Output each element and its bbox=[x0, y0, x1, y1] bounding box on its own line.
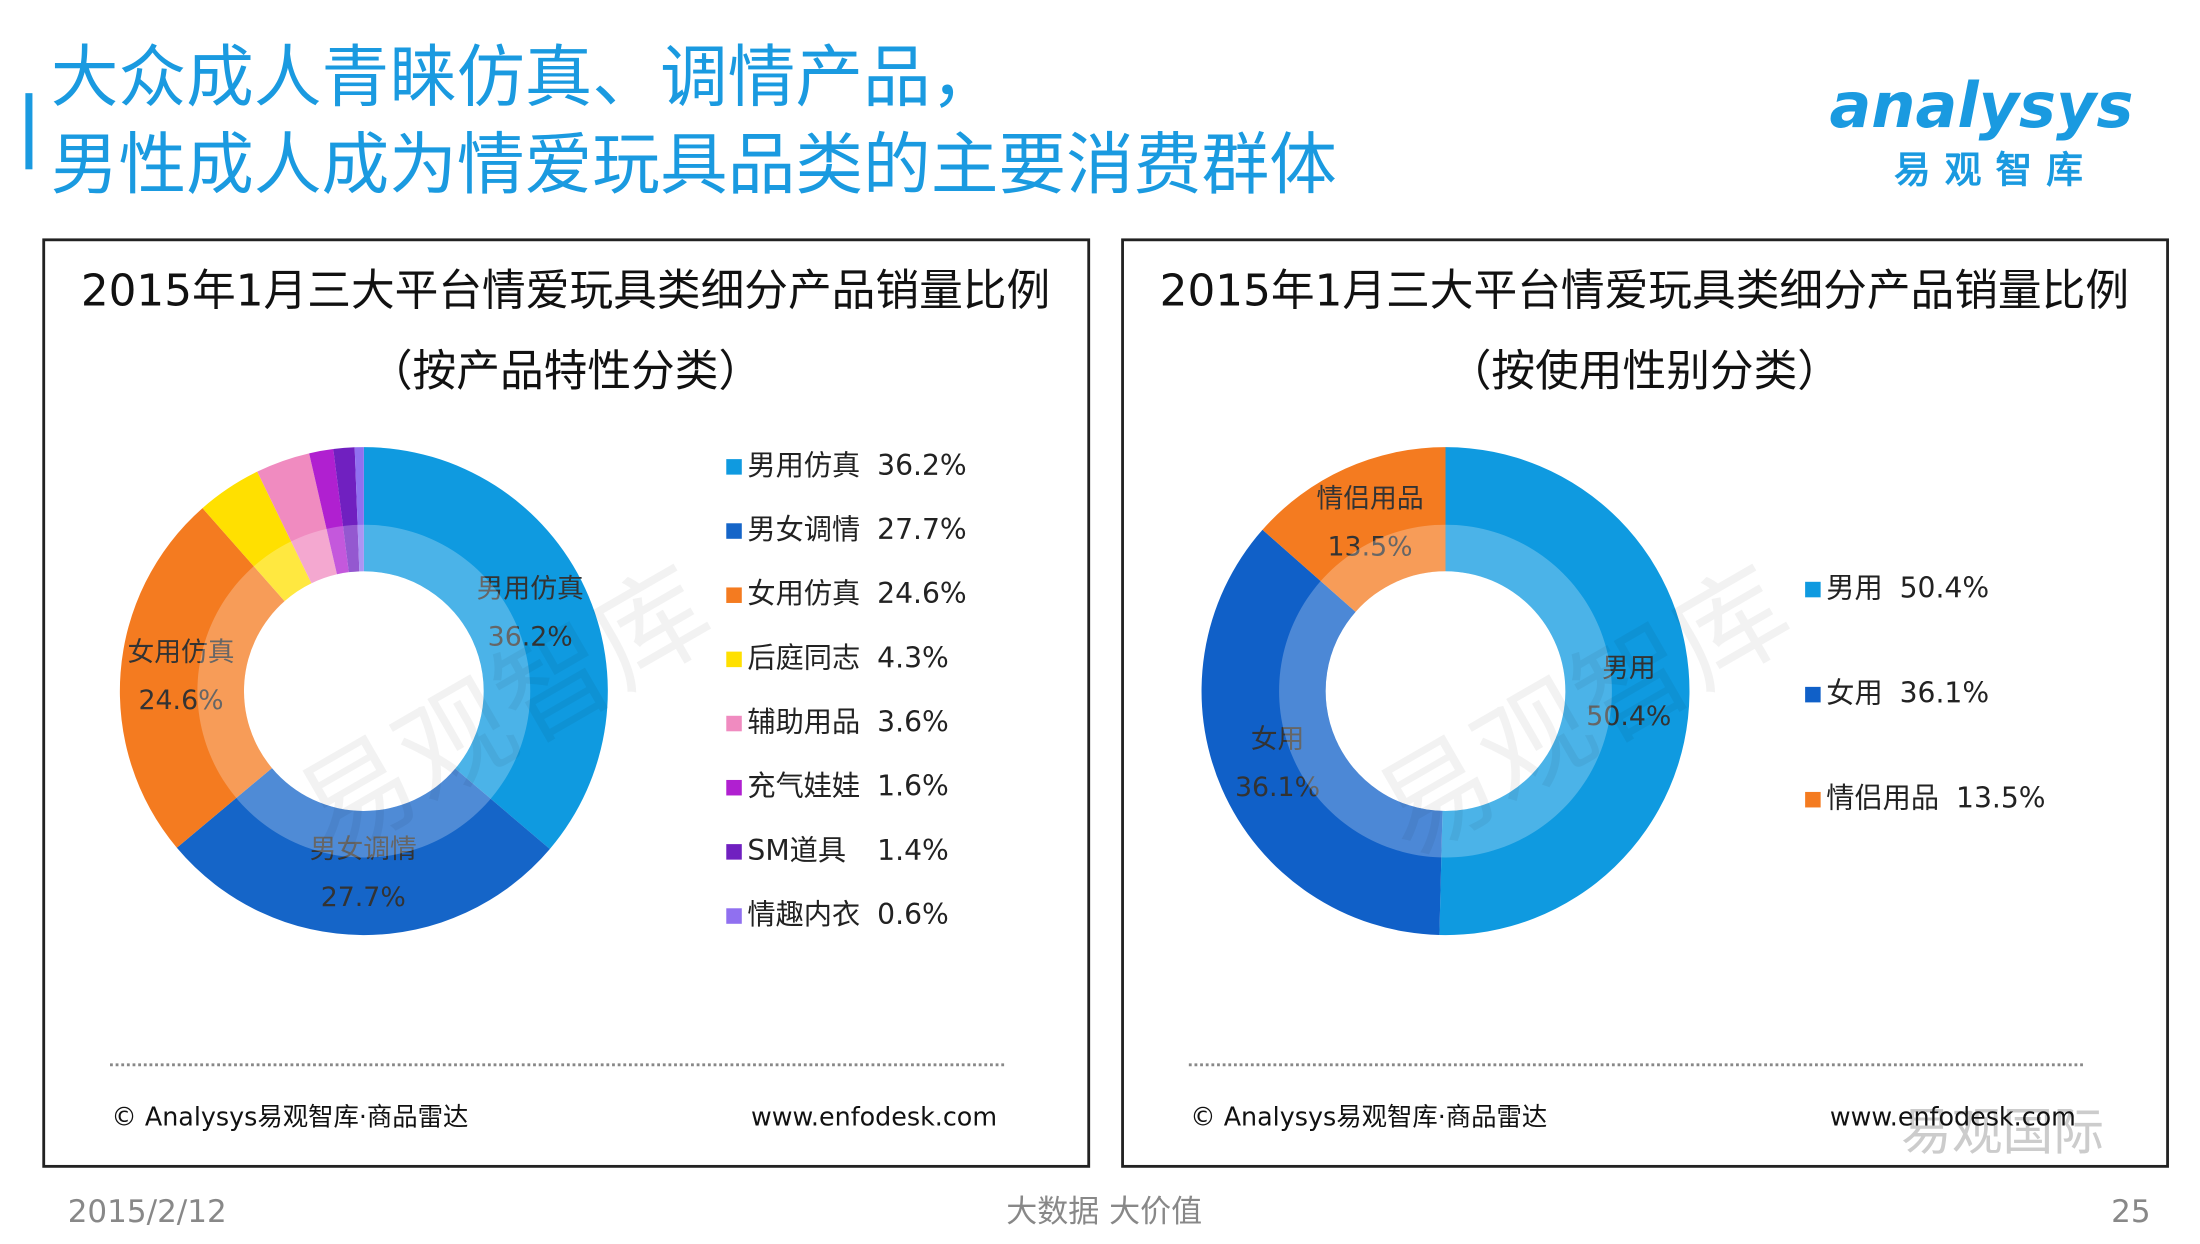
chart-subtitle: （按产品特性分类） bbox=[369, 346, 762, 397]
chart-title: 2015年1月三大平台情爱玩具类细分产品销量比例 bbox=[1160, 265, 2129, 316]
legend-label: 男女调情 bbox=[747, 513, 860, 546]
donut-slice bbox=[1439, 447, 1690, 936]
slice-value: 36.1% bbox=[1235, 772, 1320, 803]
legend-label: 女用仿真 bbox=[747, 577, 860, 610]
slice-label: 男女调情 bbox=[310, 834, 417, 865]
footer-slogan: 大数据 大价值 bbox=[1006, 1194, 1202, 1230]
legend-swatch bbox=[726, 779, 742, 796]
donut-slice bbox=[333, 447, 360, 573]
donut-slice bbox=[1201, 529, 1443, 935]
slice-value: 13.5% bbox=[1328, 531, 1413, 562]
donut-slice bbox=[176, 768, 550, 936]
legend-swatch bbox=[726, 651, 742, 668]
legend-swatch bbox=[1805, 581, 1821, 598]
legend-swatch bbox=[726, 459, 742, 475]
slice-value: 27.7% bbox=[321, 882, 406, 913]
donut-slice bbox=[257, 453, 337, 584]
slice-value: 50.4% bbox=[1586, 701, 1671, 732]
source-url: www.enfodesk.com bbox=[1830, 1101, 2076, 1131]
slice-label: 女用 bbox=[1251, 724, 1305, 755]
chart-title: 2015年1月三大平台情爱玩具类细分产品销量比例 bbox=[81, 265, 1050, 316]
source: © Analysys易观智库·商品雷达 bbox=[1190, 1101, 1547, 1131]
slice-value: 36.2% bbox=[488, 622, 573, 653]
footer-page: 25 bbox=[2111, 1194, 2150, 1230]
legend-value: 0.6% bbox=[877, 898, 949, 931]
legend-label: 辅助用品 bbox=[747, 706, 860, 739]
slice-value: 24.6% bbox=[138, 685, 223, 716]
chart-subtitle: （按使用性别分类） bbox=[1448, 346, 1841, 397]
legend-swatch bbox=[726, 587, 742, 603]
legend-value: 36.2% bbox=[877, 449, 967, 482]
legend-swatch bbox=[1805, 686, 1821, 703]
legend-label: 男用 bbox=[1826, 572, 1882, 605]
legend-value: 1.4% bbox=[877, 834, 949, 867]
slice-label: 男用仿真 bbox=[477, 574, 584, 605]
legend-value: 4.3% bbox=[877, 641, 949, 674]
panel bbox=[42, 238, 1091, 1168]
legend-value: 13.5% bbox=[1956, 782, 2046, 815]
legend-value: 3.6% bbox=[877, 706, 949, 739]
legend-value: 24.6% bbox=[877, 577, 967, 610]
legend-value: 50.4% bbox=[1900, 572, 1990, 605]
legend-label: SM道具 bbox=[747, 834, 846, 867]
legend-swatch bbox=[1805, 791, 1821, 808]
legend-label: 男用仿真 bbox=[747, 449, 860, 482]
wechat-watermark: 易观国际 bbox=[1901, 1102, 2104, 1161]
panel bbox=[1121, 238, 2169, 1168]
legend-label: 情趣内衣 bbox=[747, 898, 860, 931]
legend-value: 1.6% bbox=[877, 770, 949, 803]
title-bar bbox=[25, 93, 33, 170]
legend-value: 27.7% bbox=[877, 513, 967, 546]
title-line: 男性成人成为情爱玩具品类的主要消费群体 bbox=[51, 125, 1337, 204]
source-url: www.enfodesk.com bbox=[751, 1101, 997, 1131]
legend-value: 36.1% bbox=[1900, 677, 1990, 710]
legend-swatch bbox=[726, 523, 742, 539]
title-line: 大众成人青睐仿真、调情产品， bbox=[51, 37, 999, 116]
slice-label: 女用仿真 bbox=[127, 637, 234, 668]
legend-label: 情侣用品 bbox=[1826, 782, 1939, 815]
legend-label: 充气娃娃 bbox=[747, 770, 860, 803]
legend-label: 女用 bbox=[1826, 677, 1882, 710]
legend-swatch bbox=[726, 715, 742, 732]
donut-slice bbox=[309, 449, 349, 575]
logo-brand: analysys bbox=[1829, 69, 2133, 142]
footer-date: 2015/2/12 bbox=[68, 1194, 227, 1230]
source: © Analysys易观智库·商品雷达 bbox=[111, 1101, 468, 1131]
logo-name: 易观智库 bbox=[1894, 149, 2097, 192]
legend-label: 后庭同志 bbox=[747, 641, 860, 674]
donut-slice bbox=[119, 508, 285, 848]
donut-slice bbox=[363, 447, 608, 849]
legend-swatch bbox=[726, 908, 742, 924]
slice-label: 男用 bbox=[1602, 653, 1656, 684]
legend-swatch bbox=[726, 844, 742, 860]
donut-slice bbox=[354, 447, 364, 572]
donut-slice bbox=[202, 471, 312, 602]
slice-label: 情侣用品 bbox=[1316, 484, 1423, 515]
donut-slice bbox=[1262, 447, 1446, 612]
